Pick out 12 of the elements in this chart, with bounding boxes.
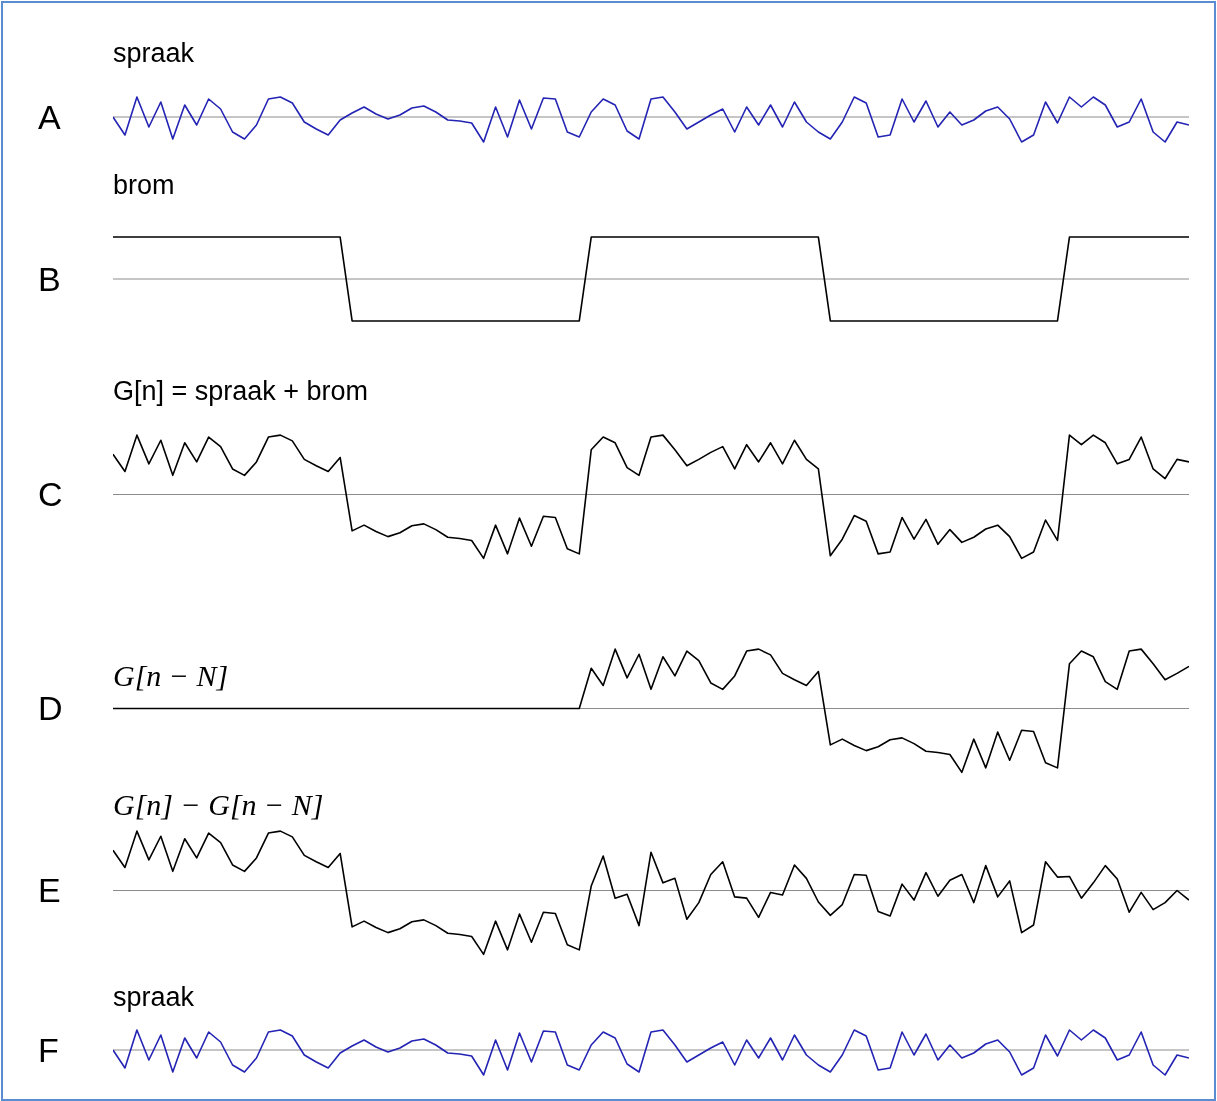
chart-title: G[n] − G[n − N]: [113, 788, 324, 821]
text: A: [38, 98, 61, 136]
chart-title: G[n − N]: [113, 659, 229, 692]
chart-title: spraak: [113, 982, 195, 1012]
text: D: [38, 689, 63, 727]
text: E: [38, 871, 61, 909]
text: F: [38, 1031, 59, 1069]
chart-title: spraak: [113, 38, 195, 68]
text: B: [38, 260, 61, 298]
chart-title: G[n] = spraak + brom: [113, 376, 369, 406]
chart-title: brom: [113, 170, 175, 200]
text: C: [38, 475, 63, 513]
